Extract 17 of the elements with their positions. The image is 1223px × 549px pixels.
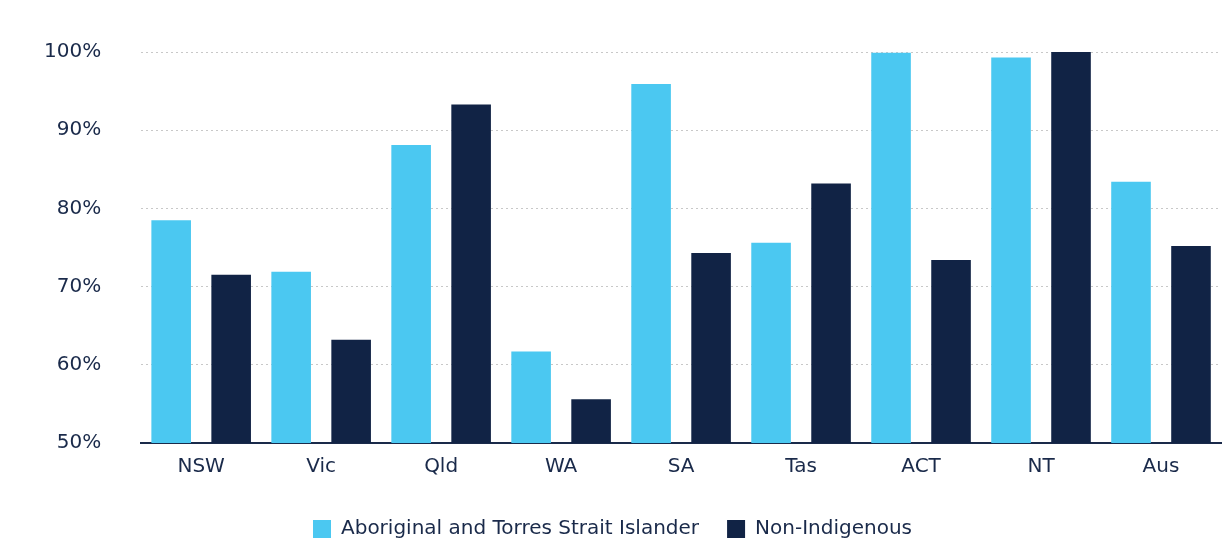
- x-tick-label: Vic: [306, 453, 337, 478]
- x-tick-label: SA: [667, 453, 695, 478]
- x-tick-label: WA: [544, 453, 578, 478]
- y-tick-label: 80%: [56, 194, 102, 219]
- y-tick-label: 60%: [56, 351, 102, 375]
- x-tick-label: NT: [1027, 453, 1056, 478]
- x-tick-label: Aus: [1142, 453, 1180, 478]
- y-tick-label: 90%: [56, 116, 102, 141]
- x-tick-label: NSW: [177, 453, 226, 478]
- legend-label: Non-Indigenous: [755, 515, 913, 540]
- y-tick-label: 50%: [56, 429, 102, 454]
- x-tick-label: Qld: [424, 453, 459, 478]
- y-tick-label: 70%: [56, 272, 102, 297]
- legend-label: Aboriginal and Torres Strait Islander: [341, 515, 700, 540]
- x-tick-label: ACT: [901, 453, 942, 478]
- x-tick-label: Tas: [784, 453, 817, 478]
- y-tick-label: 100%: [43, 38, 102, 63]
